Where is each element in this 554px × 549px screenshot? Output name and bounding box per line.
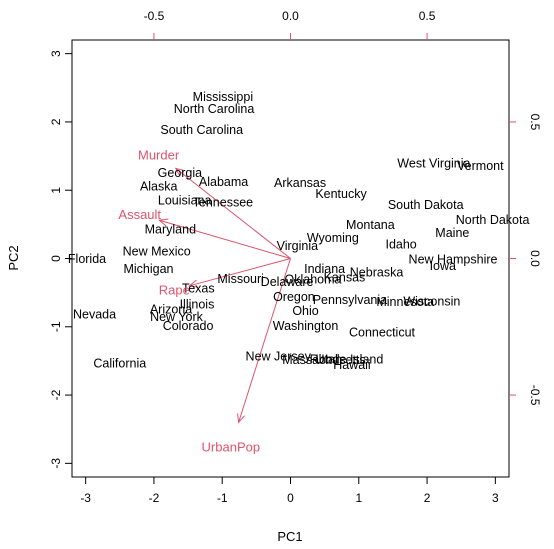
point-label: North Carolina (174, 102, 255, 116)
loading-arrowhead (188, 279, 199, 288)
point-label: Missouri (217, 272, 264, 286)
point-label: Idaho (385, 238, 416, 252)
loading-arrow (175, 167, 291, 259)
x-tick-label: 2 (424, 491, 431, 505)
point-label: Kansas (324, 270, 366, 284)
point-label: Oregon (273, 290, 315, 304)
loading-label: UrbanPop (202, 439, 261, 454)
point-label: Florida (68, 252, 106, 266)
y-tick-label: 1 (49, 187, 63, 194)
x-tick-label: -3 (80, 491, 91, 505)
top-axis: -0.5 0.0 0.5 (144, 9, 436, 40)
loading-label: Assault (118, 207, 161, 222)
point-label: Nebraska (350, 266, 404, 280)
y-tick-label: -1 (49, 321, 63, 332)
x-tick-label: 1 (355, 491, 362, 505)
point-label: Minnesota (376, 295, 434, 309)
loading-arrow (238, 258, 291, 423)
point-label: Colorado (163, 319, 214, 333)
point-label: Texas (182, 281, 215, 295)
point-label: Georgia (158, 166, 203, 180)
point-label: Maine (435, 226, 469, 240)
top-tick-label: 0.5 (419, 9, 436, 23)
top-tick-label: -0.5 (144, 9, 165, 23)
point-label: Louisiana (158, 193, 212, 207)
point-label: Virginia (277, 239, 319, 253)
left-axis: -3 -2 -1 0 1 2 3 (49, 50, 72, 469)
point-label: Michigan (123, 262, 173, 276)
y-axis-label: PC2 (6, 245, 21, 270)
point-label: Alaska (140, 180, 178, 194)
y-tick-label: -3 (49, 458, 63, 469)
point-label: Hawaii (333, 358, 371, 372)
right-tick-label: -0.5 (528, 385, 542, 406)
x-tick-label: 3 (492, 491, 499, 505)
loading-arrow (159, 219, 291, 259)
loading-label: Rape (159, 282, 190, 297)
point-label: Illinois (180, 298, 215, 312)
point-label: Vermont (457, 159, 504, 173)
loading-arrowhead (158, 218, 169, 227)
point-label: Delaware (261, 275, 314, 289)
state-labels: Alabama Alaska Arizona Arkansas California Co… (68, 90, 530, 372)
point-label: Montana (346, 218, 395, 232)
point-label: Ohio (292, 304, 318, 318)
right-tick-label: 0.0 (528, 250, 542, 267)
point-label: Utah (316, 352, 342, 366)
right-axis: -0.5 0.0 0.5 (509, 114, 542, 406)
x-tick-label: -1 (217, 491, 228, 505)
point-label: New Hampshire (409, 253, 498, 267)
loading-arrow (189, 258, 291, 287)
y-tick-label: 3 (49, 50, 63, 57)
point-label: New York (150, 310, 204, 324)
point-label: Massachusetts (282, 353, 365, 367)
right-tick-label: 0.5 (528, 114, 542, 131)
point-label: South Dakota (388, 198, 464, 212)
point-label: Arizona (150, 303, 192, 317)
point-label: Wisconsin (403, 294, 460, 308)
point-label: Rhode Island (310, 352, 384, 366)
loading-arrowhead (174, 167, 185, 177)
point-label: South Carolina (160, 123, 243, 137)
loading-arrowhead (237, 413, 245, 424)
point-label: New Mexico (123, 244, 191, 258)
point-label: Kentucky (315, 187, 367, 201)
point-label: North Dakota (456, 213, 530, 227)
point-label: New Jersey (246, 350, 312, 364)
point-label: California (93, 356, 146, 370)
point-label: Oklahoma (285, 272, 342, 286)
y-tick-label: 0 (49, 255, 63, 262)
x-tick-label: 0 (287, 491, 294, 505)
point-label: Iowa (430, 259, 456, 273)
point-label: Arkansas (274, 176, 326, 190)
point-label: Washington (273, 319, 339, 333)
point-label: Connecticut (349, 326, 416, 340)
x-axis-label: PC1 (277, 529, 302, 544)
point-label: Nevada (73, 307, 116, 321)
point-label: Tennessee (193, 195, 254, 209)
point-label: Mississippi (193, 90, 253, 104)
loading-labels: Murder Assault UrbanPop Rape (118, 147, 260, 454)
y-tick-label: 2 (49, 118, 63, 125)
point-label: Maryland (145, 223, 196, 237)
point-label: Alabama (199, 175, 248, 189)
loading-arrows (158, 167, 291, 424)
point-label: Pennsylvania (313, 293, 387, 307)
loading-label: Murder (138, 147, 180, 162)
point-label: Indiana (304, 262, 345, 276)
point-label: Wyoming (307, 231, 359, 245)
x-tick-label: -2 (149, 491, 160, 505)
top-tick-label: 0.0 (282, 9, 299, 23)
bottom-axis: -3 -2 -1 0 1 2 3 (80, 477, 499, 505)
point-label: West Virginia (397, 156, 470, 170)
y-tick-label: -2 (49, 389, 63, 400)
